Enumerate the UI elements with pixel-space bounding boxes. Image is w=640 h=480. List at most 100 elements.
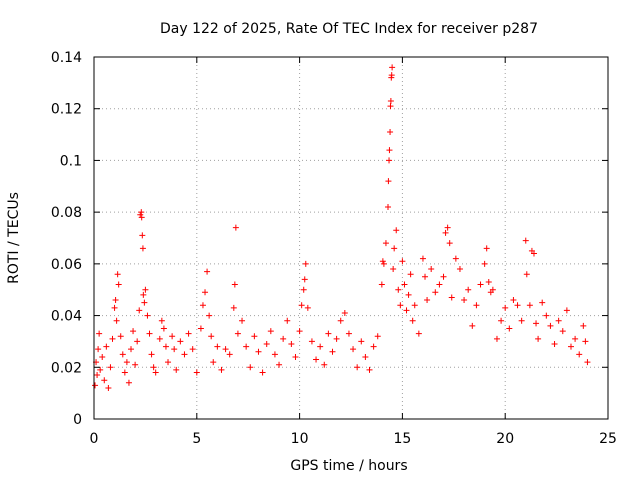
- data-point: [452, 255, 459, 262]
- data-point: [382, 240, 389, 247]
- data-point: [333, 335, 340, 342]
- data-point: [105, 384, 112, 391]
- data-point: [138, 214, 145, 221]
- data-point: [317, 343, 324, 350]
- data-point: [428, 266, 435, 273]
- data-point: [199, 302, 206, 309]
- data-point: [444, 224, 451, 231]
- data-point: [555, 317, 562, 324]
- data-point: [296, 328, 303, 335]
- x-tick-labels: 0 5 10 15 20 25: [90, 431, 617, 447]
- data-point: [140, 291, 147, 298]
- data-point: [230, 304, 237, 311]
- data-point: [337, 317, 344, 324]
- y-tick-label: 0: [73, 412, 82, 428]
- data-point: [144, 312, 151, 319]
- data-point: [152, 369, 159, 376]
- data-point: [489, 286, 496, 293]
- data-point: [399, 258, 406, 265]
- data-point: [130, 328, 137, 335]
- data-point: [547, 322, 554, 329]
- data-point: [204, 268, 211, 275]
- data-point: [298, 302, 305, 309]
- data-point: [137, 211, 144, 218]
- data-point: [350, 346, 357, 353]
- data-point: [304, 304, 311, 311]
- data-point: [389, 64, 396, 71]
- data-point: [173, 366, 180, 373]
- x-tick-label: 10: [291, 431, 309, 447]
- data-point: [580, 322, 587, 329]
- data-point: [563, 307, 570, 314]
- data-point: [358, 338, 365, 345]
- data-point: [232, 224, 239, 231]
- data-point: [139, 245, 146, 252]
- data-point: [385, 178, 392, 185]
- x-tick-label: 25: [599, 431, 617, 447]
- data-point: [440, 273, 447, 280]
- data-point: [469, 322, 476, 329]
- data-point: [288, 341, 295, 348]
- data-point: [115, 281, 122, 288]
- data-point: [243, 343, 250, 350]
- data-point: [197, 325, 204, 332]
- data-point: [502, 304, 509, 311]
- data-point: [302, 260, 309, 267]
- data-point: [97, 366, 104, 373]
- data-point: [387, 97, 394, 104]
- data-point: [202, 289, 209, 296]
- data-point: [300, 286, 307, 293]
- data-point: [442, 229, 449, 236]
- data-point: [374, 333, 381, 340]
- data-points: [92, 64, 591, 391]
- data-point: [341, 309, 348, 316]
- data-point: [134, 338, 141, 345]
- data-point: [461, 297, 468, 304]
- data-point: [572, 335, 579, 342]
- data-point: [214, 343, 221, 350]
- data-point: [582, 338, 589, 345]
- data-point: [530, 250, 537, 257]
- data-point: [165, 359, 172, 366]
- y-tick-label: 0.12: [51, 102, 82, 118]
- data-point: [234, 330, 241, 337]
- data-point: [385, 203, 392, 210]
- data-point: [280, 335, 287, 342]
- data-point: [345, 330, 352, 337]
- data-point: [158, 317, 165, 324]
- data-point: [103, 343, 110, 350]
- data-point: [92, 382, 99, 389]
- data-point: [380, 260, 387, 267]
- data-point: [567, 343, 574, 350]
- data-point: [393, 227, 400, 234]
- data-point: [313, 356, 320, 363]
- y-tick-label: 0.06: [51, 257, 82, 273]
- data-point: [379, 258, 386, 265]
- data-point: [391, 245, 398, 252]
- data-point: [259, 369, 266, 376]
- data-point: [409, 317, 416, 324]
- data-point: [96, 330, 103, 337]
- data-point: [226, 351, 233, 358]
- data-point: [481, 260, 488, 267]
- data-point: [390, 266, 397, 273]
- data-point: [362, 353, 369, 360]
- data-point: [584, 359, 591, 366]
- data-point: [109, 335, 116, 342]
- data-point: [125, 379, 132, 386]
- data-point: [498, 317, 505, 324]
- data-point: [150, 364, 157, 371]
- data-point: [189, 346, 196, 353]
- data-point: [113, 317, 120, 324]
- data-point: [493, 335, 500, 342]
- data-point: [210, 359, 217, 366]
- data-point: [387, 128, 394, 135]
- data-point: [263, 341, 270, 348]
- data-point: [485, 278, 492, 285]
- data-point: [415, 330, 422, 337]
- data-point: [403, 307, 410, 314]
- data-point: [112, 297, 119, 304]
- data-point: [181, 351, 188, 358]
- data-point: [139, 232, 146, 239]
